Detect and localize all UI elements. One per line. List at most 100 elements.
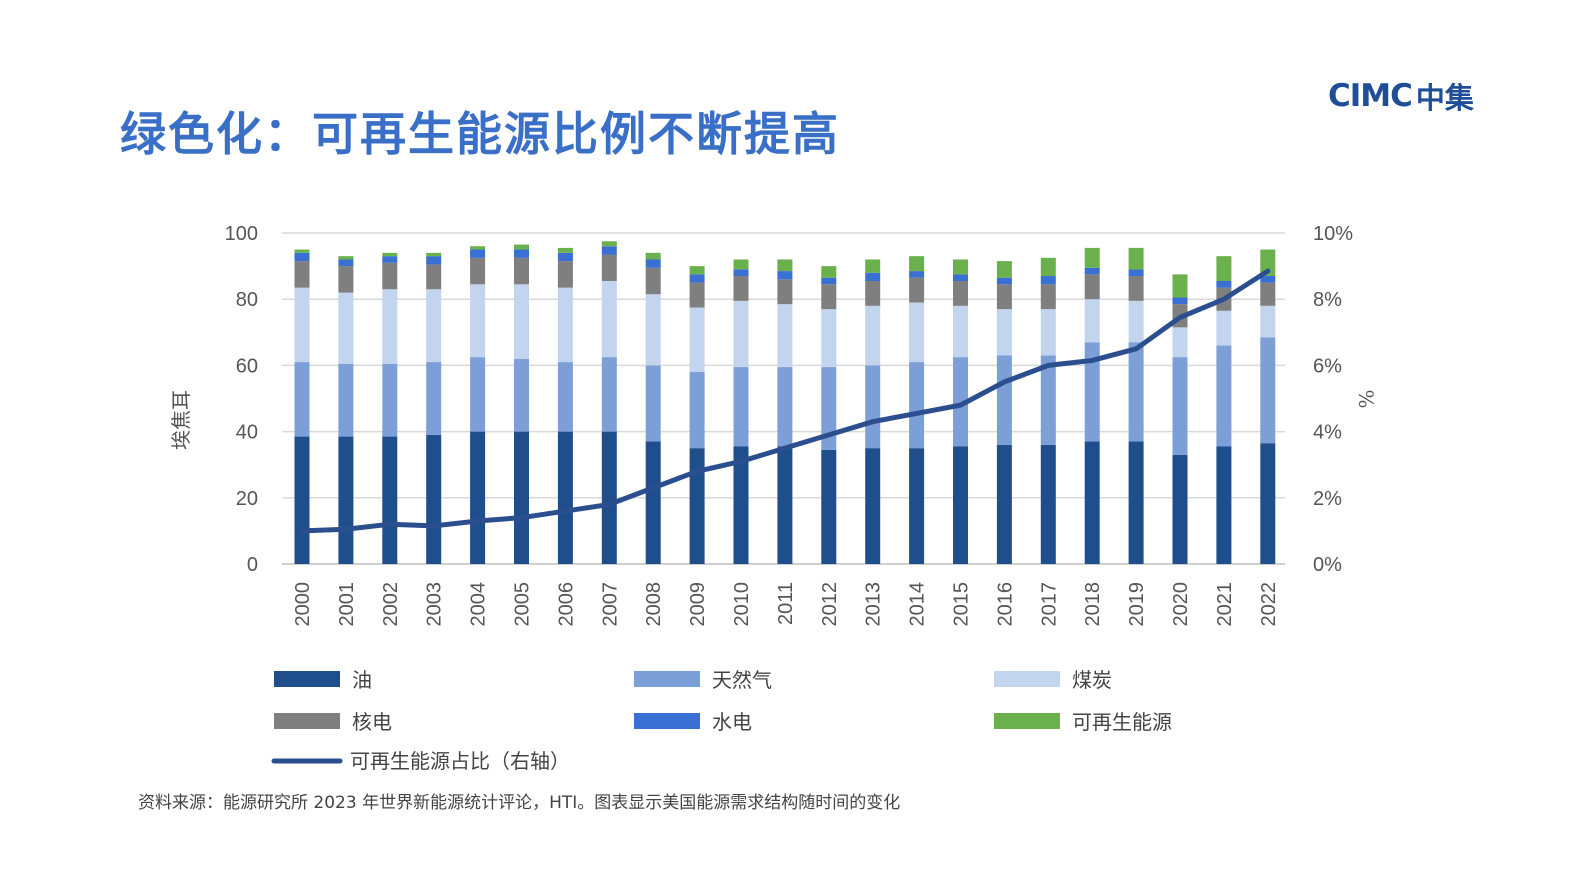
bar-segment xyxy=(514,284,529,359)
y2-tick-label: 2% xyxy=(1313,488,1342,510)
bar-segment xyxy=(470,284,486,358)
bar-segment xyxy=(1128,441,1144,564)
bar-segment xyxy=(382,436,398,564)
bar-segment xyxy=(645,441,661,564)
bar-segment xyxy=(294,287,310,363)
bar-segment xyxy=(426,289,442,363)
x-tick-label: 2007 xyxy=(599,582,621,627)
bar-segment xyxy=(426,264,442,290)
bar-segment xyxy=(996,444,1012,564)
bar-segment xyxy=(645,267,661,295)
bar-segment xyxy=(733,276,749,301)
bar-segment xyxy=(821,277,837,285)
bar-segment xyxy=(996,261,1012,278)
bar-segment xyxy=(689,307,705,373)
bar-segment xyxy=(601,241,617,247)
bar-segment xyxy=(338,436,354,564)
legend-swatch xyxy=(274,713,340,729)
x-tick-label: 2008 xyxy=(643,582,665,627)
bar-segment xyxy=(865,305,881,366)
bar-segment xyxy=(1172,327,1188,358)
bar-segment xyxy=(1172,274,1188,298)
stacked-bars xyxy=(294,241,1276,564)
legend-swatch xyxy=(634,671,700,687)
x-tick-label: 2014 xyxy=(907,582,929,627)
bar-segment xyxy=(382,252,398,257)
legend-label: 煤炭 xyxy=(1072,668,1112,692)
bar-segment xyxy=(601,254,617,281)
x-tick-label: 2013 xyxy=(863,582,885,627)
legend-swatch xyxy=(634,713,700,729)
bar-segment xyxy=(733,367,749,447)
legend-label: 天然气 xyxy=(712,668,772,692)
bar-segment xyxy=(338,363,354,437)
bar-segment xyxy=(689,372,705,449)
bar-segment xyxy=(953,446,968,564)
bar-segment xyxy=(601,357,617,432)
bar-segment xyxy=(1040,257,1056,277)
bar-segment xyxy=(1084,441,1100,564)
bar-segment xyxy=(1040,444,1056,564)
line-point xyxy=(871,420,874,423)
y-tick-label: 100 xyxy=(225,223,258,245)
bar-segment xyxy=(1260,249,1276,277)
line-point xyxy=(301,529,303,532)
line-point xyxy=(1222,298,1225,301)
bar-segment xyxy=(1084,342,1100,442)
y-tick-label: 40 xyxy=(236,422,258,444)
page-title: 绿色化：可再生能源比例不断提高 xyxy=(120,107,840,161)
bar-segment xyxy=(865,280,881,306)
bar-segment xyxy=(777,279,793,305)
line-point xyxy=(1003,380,1006,383)
bar-segment xyxy=(909,256,925,272)
bar-segment xyxy=(470,246,486,250)
line-point xyxy=(783,447,786,450)
bar-segment xyxy=(294,436,310,564)
line-point xyxy=(388,523,391,526)
bar-segment xyxy=(294,249,310,253)
legend-swatch xyxy=(274,671,340,687)
legend-label: 可再生能源 xyxy=(1072,710,1172,734)
line-point xyxy=(608,503,611,506)
y-tick-label: 80 xyxy=(236,289,258,311)
x-tick-label: 2020 xyxy=(1170,582,1192,627)
bar-segment xyxy=(689,282,705,308)
bar-segment xyxy=(865,272,881,281)
bar-segment xyxy=(953,305,968,358)
bar-segment xyxy=(821,284,837,310)
bar-segment xyxy=(645,294,661,366)
line-point xyxy=(915,412,918,415)
bar-segment xyxy=(865,365,881,449)
bar-segment xyxy=(1040,284,1056,310)
bar-segment xyxy=(996,309,1012,356)
bar-segment xyxy=(294,252,310,262)
x-tick-label: 2006 xyxy=(555,582,577,627)
cimc-logo: CIMC 中集 xyxy=(1328,76,1474,116)
y2-axis-title: % xyxy=(1354,389,1378,408)
bar-segment xyxy=(1260,337,1276,444)
bar-segment xyxy=(1216,310,1232,346)
bar-segment xyxy=(1260,276,1276,283)
bar-segment xyxy=(426,256,442,265)
y2-tick-label: 6% xyxy=(1313,355,1342,377)
line-point xyxy=(696,470,699,473)
x-tick-label: 2003 xyxy=(424,582,446,627)
x-tick-label: 2015 xyxy=(951,582,973,627)
legend-swatch xyxy=(994,671,1060,687)
bar-segment xyxy=(557,431,573,564)
axes: 0 20 40 60 80 100 0% 2% 4% 6% 8% 10% 埃焦耳 % 2000 2001 200… xyxy=(169,223,1378,627)
bar-segment xyxy=(1084,274,1100,300)
bar-segment xyxy=(689,274,705,283)
bar-segment xyxy=(338,259,354,267)
line-point xyxy=(1179,316,1181,319)
bar-segment xyxy=(1040,276,1056,285)
bar-segment xyxy=(426,252,442,257)
bar-segment xyxy=(953,259,968,275)
bar-segment xyxy=(1084,299,1100,343)
bar-segment xyxy=(821,367,837,450)
line-point xyxy=(520,516,523,519)
x-tick-label: 2011 xyxy=(775,582,797,625)
bar-segment xyxy=(1216,446,1232,564)
